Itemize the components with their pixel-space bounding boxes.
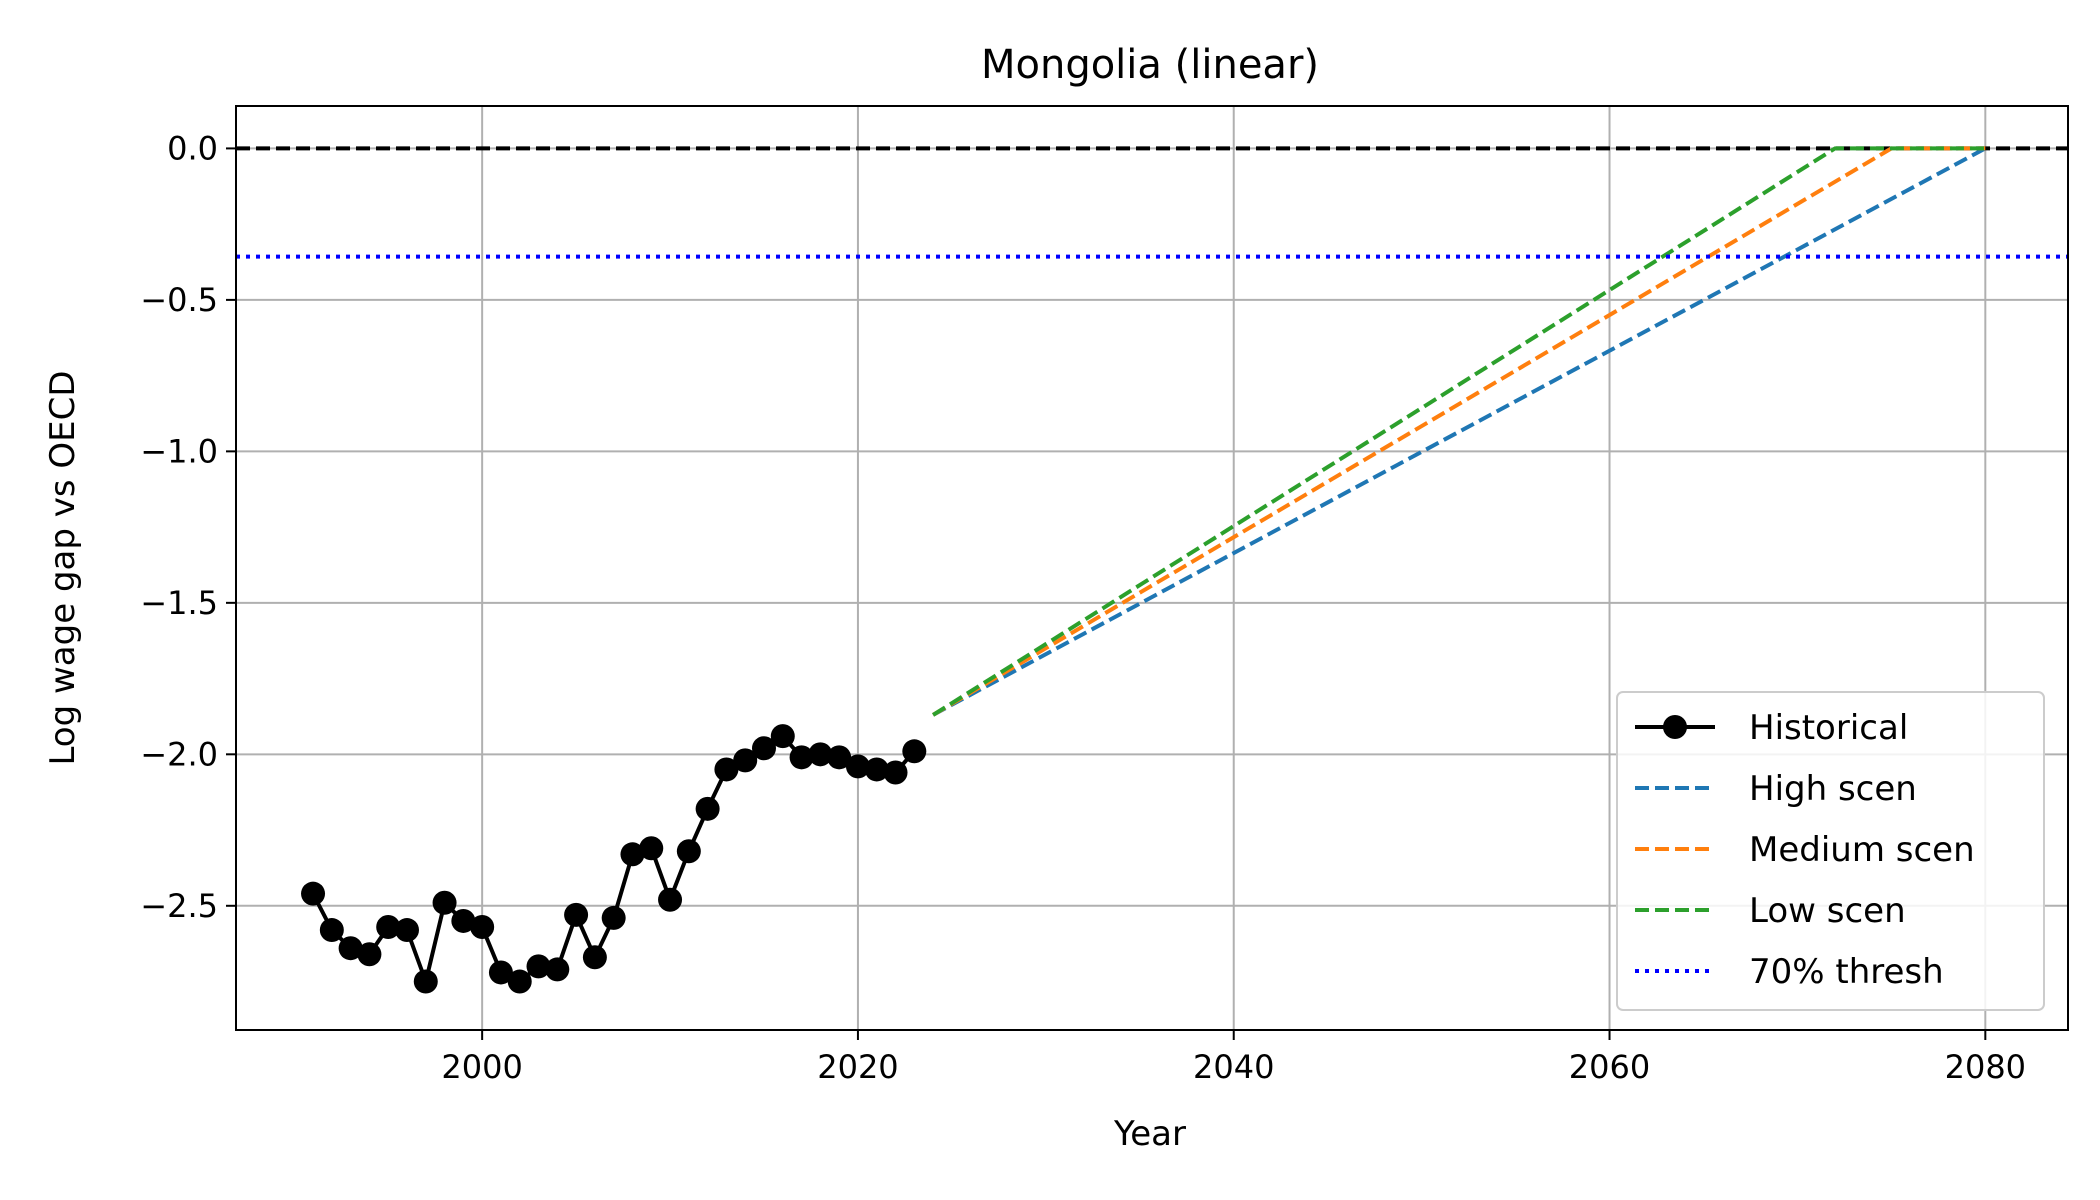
historical-point — [376, 914, 401, 939]
legend-label: 70% thresh — [1749, 952, 1944, 992]
historical-point — [413, 969, 438, 994]
legend-label: Medium scen — [1749, 830, 1975, 870]
series-layer — [236, 146, 2068, 994]
x-tick-label: 2060 — [1569, 1048, 1650, 1086]
historical-point — [733, 748, 758, 773]
historical-point — [676, 839, 701, 864]
low-scen-line — [932, 146, 1986, 717]
y-axis-label: Log wage gap vs OECD — [43, 370, 83, 765]
historical-point — [620, 842, 645, 867]
historical-point — [301, 881, 326, 906]
historical-point — [770, 724, 795, 749]
y-tick-label: −2.0 — [140, 735, 218, 773]
historical-point — [789, 745, 814, 770]
axis-ticks: 2000 2020 2040 2060 2080 0.0 −0.5 −1.0 −1.5 −2.0 −… — [140, 129, 2026, 1086]
historical-point — [564, 902, 589, 927]
y-tick-label: −1.5 — [140, 584, 218, 622]
historical-point — [488, 960, 513, 985]
historical-point — [582, 945, 607, 970]
historical-point — [658, 887, 683, 912]
historical-point — [808, 742, 833, 767]
y-tick-label: −0.5 — [140, 281, 218, 319]
historical-point — [338, 936, 363, 961]
chart-title: Mongolia (linear) — [981, 42, 1319, 88]
legend-label: Low scen — [1749, 891, 1906, 931]
historical-point — [526, 954, 551, 979]
legend: Historical High scen Medium scen Low scen 70… — [1616, 691, 2045, 1011]
legend-label: Historical — [1749, 708, 1908, 748]
historical-point — [545, 957, 570, 982]
historical-point — [451, 908, 476, 933]
y-tick-label: 0.0 — [167, 129, 218, 167]
historical-point — [507, 969, 532, 994]
historical-point — [902, 739, 927, 764]
historical-point — [357, 942, 382, 967]
x-axis-label: Year — [1113, 1114, 1186, 1154]
historical-point — [432, 890, 457, 915]
x-tick-label: 2040 — [1193, 1048, 1274, 1086]
historical-point — [695, 796, 720, 821]
x-tick-label: 2000 — [441, 1048, 522, 1086]
historical-point — [845, 754, 870, 779]
historical-point — [394, 918, 419, 943]
legend-box — [1616, 691, 2045, 1011]
historical-point — [470, 914, 495, 939]
historical-point — [827, 745, 852, 770]
historical-point — [883, 760, 908, 785]
historical-point — [639, 836, 664, 861]
historical-point — [864, 757, 889, 782]
legend-label: High scen — [1749, 769, 1917, 809]
historical-point — [751, 736, 776, 761]
legend-marker — [1663, 715, 1687, 739]
y-tick-label: −2.5 — [140, 887, 218, 925]
x-tick-label: 2080 — [1945, 1048, 2026, 1086]
y-tick-label: −1.0 — [140, 432, 218, 470]
historical-point — [601, 905, 626, 930]
x-tick-label: 2020 — [817, 1048, 898, 1086]
historical-point — [319, 918, 344, 943]
historical-point — [714, 757, 739, 782]
plot-frame — [235, 105, 2069, 1031]
